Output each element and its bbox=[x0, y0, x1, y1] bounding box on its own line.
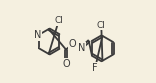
Text: O: O bbox=[62, 59, 70, 69]
Text: Cl: Cl bbox=[97, 21, 106, 30]
Text: N: N bbox=[78, 43, 85, 53]
Text: F: F bbox=[93, 63, 98, 73]
Text: Cl: Cl bbox=[54, 16, 63, 25]
Text: O: O bbox=[69, 39, 77, 49]
Text: N: N bbox=[34, 30, 42, 40]
